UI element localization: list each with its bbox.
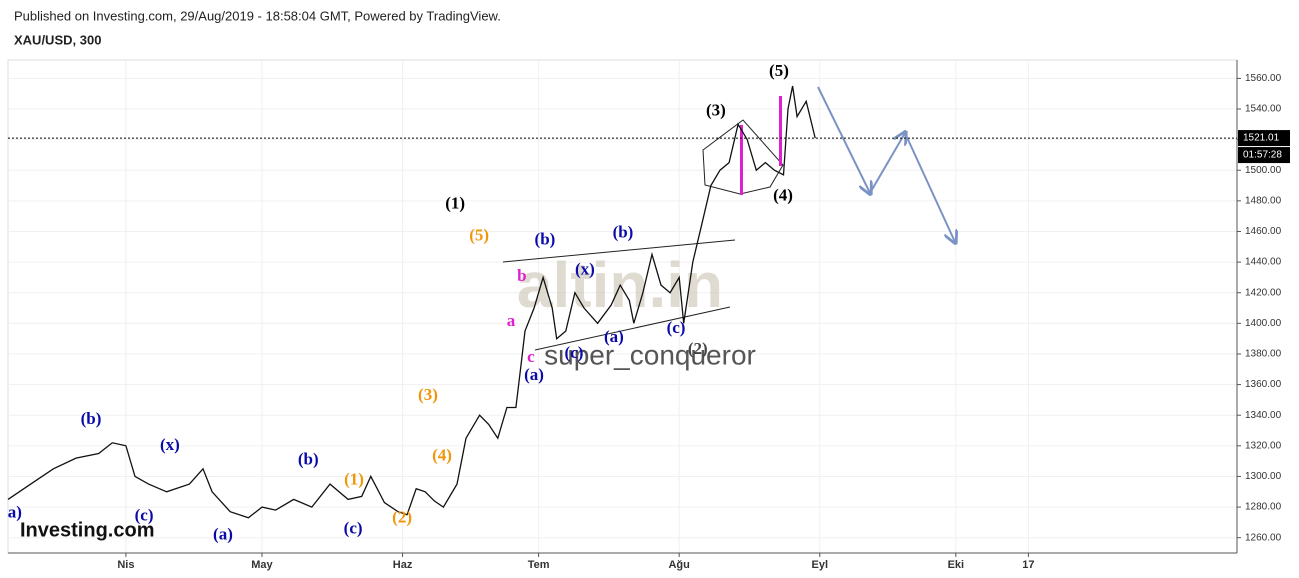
y-tick-label: 1480.00 bbox=[1245, 195, 1282, 206]
pattern-lines bbox=[502, 119, 784, 351]
wave-label: (c) bbox=[667, 318, 686, 337]
wave-label: (b) bbox=[613, 223, 634, 242]
brand-logo: Investing.com bbox=[20, 519, 154, 541]
x-tick-label: Ağu bbox=[668, 559, 689, 571]
wave-label: (2) bbox=[688, 339, 708, 358]
wave-label: (2) bbox=[392, 507, 412, 526]
y-tick-label: 1340.00 bbox=[1245, 410, 1282, 421]
wave-label: (5) bbox=[769, 61, 789, 80]
last-price-box bbox=[1238, 130, 1290, 147]
last-price-label: 1521.01 bbox=[1243, 133, 1280, 144]
x-tick-label: 17 bbox=[1022, 559, 1034, 571]
wave-label: (b) bbox=[535, 230, 556, 249]
x-tick-label: Nis bbox=[117, 559, 134, 571]
y-tick-label: 1440.00 bbox=[1245, 257, 1282, 268]
wave-label: (1) bbox=[344, 469, 364, 488]
x-tick-label: May bbox=[251, 559, 273, 571]
grid bbox=[8, 60, 1237, 553]
wave-label: (c) bbox=[344, 518, 363, 537]
wave-label: (b) bbox=[81, 409, 102, 428]
wave-label: (4) bbox=[773, 186, 793, 205]
published-note: Published on Investing.com, 29/Aug/2019 … bbox=[14, 8, 501, 23]
highlight-bar bbox=[779, 96, 782, 166]
x-tick-label: Eki bbox=[948, 559, 965, 571]
wave-label: (3) bbox=[706, 100, 726, 119]
wave-label: (c) bbox=[135, 505, 154, 524]
y-tick-label: 1500.00 bbox=[1245, 165, 1282, 176]
wave-label: (x) bbox=[160, 435, 180, 454]
wave-label: a bbox=[507, 311, 516, 330]
wave-label: (a) bbox=[213, 524, 233, 543]
triangle bbox=[702, 119, 784, 195]
wave-label: (c) bbox=[565, 343, 584, 362]
x-tick-label: Tem bbox=[528, 559, 550, 571]
y-tick-label: 1320.00 bbox=[1245, 440, 1282, 451]
symbol: XAU/USD, 300 bbox=[14, 32, 101, 47]
x-tick-label: Haz bbox=[393, 559, 413, 571]
wave-label: (x) bbox=[575, 260, 595, 279]
wave-label: (5) bbox=[469, 226, 489, 245]
wave-label: (3) bbox=[418, 385, 438, 404]
countdown-label: 01:57:28 bbox=[1243, 150, 1282, 161]
projection-arrow bbox=[869, 133, 905, 194]
projection bbox=[817, 86, 955, 242]
y-tick-label: 1540.00 bbox=[1245, 104, 1282, 115]
y-tick-label: 1560.00 bbox=[1245, 73, 1282, 84]
x-tick-label: Eyl bbox=[812, 559, 829, 571]
y-tick-label: 1360.00 bbox=[1245, 379, 1282, 390]
price-line bbox=[7, 85, 816, 519]
wave-label: (b) bbox=[298, 449, 319, 468]
y-tick-label: 1460.00 bbox=[1245, 226, 1282, 237]
y-tick-label: 1280.00 bbox=[1245, 502, 1282, 513]
wave-label: b bbox=[517, 266, 526, 285]
countdown-box bbox=[1238, 147, 1290, 164]
highlight-bar bbox=[740, 125, 743, 195]
projection-arrow bbox=[904, 132, 955, 242]
trend-line bbox=[502, 239, 736, 263]
wave-label: (1) bbox=[445, 194, 465, 213]
wave-label: (a) bbox=[604, 327, 624, 346]
y-tick-label: 1300.00 bbox=[1245, 471, 1282, 482]
wave-label: (a) bbox=[524, 365, 544, 384]
y-tick-label: 1400.00 bbox=[1245, 318, 1282, 329]
projection-arrow bbox=[817, 86, 870, 193]
author: super_conqueror bbox=[544, 339, 756, 370]
trend-line bbox=[534, 306, 731, 351]
y-tick-label: 1260.00 bbox=[1245, 532, 1282, 543]
wave-label: (4) bbox=[432, 445, 452, 464]
y-tick-label: 1420.00 bbox=[1245, 287, 1282, 298]
wave-label: c bbox=[527, 347, 535, 366]
y-tick-label: 1380.00 bbox=[1245, 349, 1282, 360]
wave-label: a) bbox=[8, 502, 22, 521]
